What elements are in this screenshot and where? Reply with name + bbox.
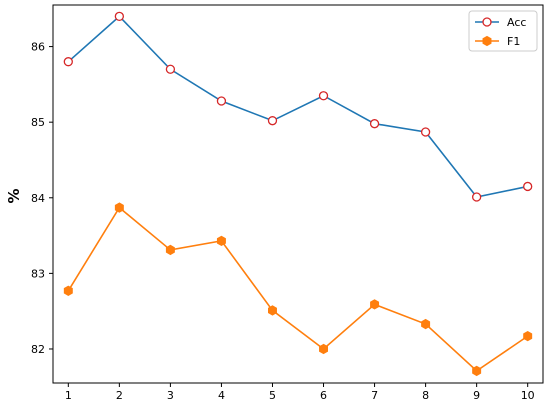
x-tick-label: 2 [116,389,123,402]
data-point-f1 [370,299,380,310]
legend-label-f1: F1 [507,35,520,48]
data-point-f1 [472,365,482,377]
x-tick-label: 6 [320,389,327,402]
data-point-acc [114,11,125,21]
data-point-acc [63,57,73,67]
data-point-acc [165,64,176,74]
series-layer [63,11,533,377]
legend-marker-f1 [482,35,492,47]
data-point-f1 [268,305,277,316]
x-tick-label: 1 [65,389,72,402]
y-axis-label: % [5,188,23,203]
data-point-f1 [421,318,431,330]
data-point-f1 [63,285,73,296]
plot-area-frame [52,4,544,384]
x-tick-label: 3 [167,389,174,402]
data-point-acc [267,116,278,126]
legend-box [468,10,538,52]
data-point-acc [216,96,227,106]
y-tick-label: 83 [31,267,45,280]
x-tick-label: 4 [218,389,225,402]
legend: Acc F1 [468,10,538,52]
y-axis: 82 83 84 85 86 [31,41,53,356]
data-point-f1 [165,244,175,256]
data-point-f1 [319,343,328,355]
x-tick-label: 8 [422,389,429,402]
y-tick-label: 84 [31,192,45,205]
x-axis: 1 2 3 4 5 6 7 8 9 10 [65,383,535,402]
x-tick-label: 5 [269,389,276,402]
data-point-acc [420,127,431,137]
data-point-acc [318,91,329,101]
data-point-f1 [523,330,533,342]
y-tick-label: 86 [31,41,45,54]
series-line-acc [67,15,528,198]
data-point-acc [523,181,533,192]
series-line-f1 [67,206,529,372]
legend-marker-acc [482,17,492,27]
legend-label-acc: Acc [507,16,526,29]
y-tick-label: 82 [31,343,45,356]
y-tick-label: 85 [31,116,45,129]
data-point-f1 [114,202,124,213]
data-point-acc [471,192,482,202]
x-tick-label: 10 [521,389,535,402]
x-tick-label: 7 [371,389,378,402]
data-point-acc [369,119,380,129]
x-tick-label: 9 [473,389,480,402]
data-point-f1 [216,235,226,247]
